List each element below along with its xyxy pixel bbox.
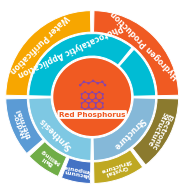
Circle shape	[88, 106, 90, 108]
Circle shape	[88, 106, 90, 108]
Wedge shape	[94, 11, 179, 96]
Circle shape	[95, 93, 97, 95]
Circle shape	[84, 108, 86, 110]
Circle shape	[88, 102, 90, 104]
Text: Crystal
Structure: Crystal Structure	[99, 158, 133, 178]
Circle shape	[102, 97, 104, 99]
Circle shape	[95, 106, 97, 108]
Circle shape	[96, 82, 99, 84]
Circle shape	[81, 97, 83, 99]
Wedge shape	[94, 150, 143, 184]
Circle shape	[88, 97, 90, 99]
Circle shape	[98, 91, 100, 93]
Circle shape	[92, 80, 94, 82]
Circle shape	[102, 102, 104, 104]
Wedge shape	[93, 98, 156, 160]
Wedge shape	[6, 98, 43, 153]
Circle shape	[98, 100, 100, 102]
Circle shape	[104, 84, 106, 86]
Text: Electronic
Structure: Electronic Structure	[145, 110, 173, 151]
Circle shape	[81, 106, 83, 108]
Circle shape	[88, 93, 90, 95]
Circle shape	[79, 84, 81, 86]
Text: Red Phosphorus: Red Phosphorus	[59, 112, 125, 118]
Circle shape	[87, 82, 90, 84]
Circle shape	[95, 106, 97, 108]
Circle shape	[98, 108, 100, 110]
Text: Photocatalytic Application: Photocatalytic Application	[17, 22, 124, 79]
Wedge shape	[29, 142, 67, 177]
Circle shape	[81, 93, 83, 95]
Circle shape	[91, 99, 93, 101]
Circle shape	[83, 81, 85, 83]
Circle shape	[53, 57, 132, 137]
Circle shape	[81, 102, 83, 104]
Text: Synthesis: Synthesis	[38, 115, 74, 151]
Circle shape	[91, 108, 93, 110]
Circle shape	[91, 91, 93, 93]
Circle shape	[84, 99, 86, 101]
Text: Structure: Structure	[111, 116, 146, 151]
Circle shape	[84, 100, 86, 102]
Circle shape	[102, 93, 104, 95]
Text: Hydrogen Production: Hydrogen Production	[109, 8, 181, 80]
Circle shape	[95, 102, 97, 104]
Wedge shape	[119, 49, 156, 96]
Wedge shape	[6, 11, 91, 96]
Circle shape	[98, 99, 100, 101]
Wedge shape	[29, 98, 91, 160]
Wedge shape	[132, 98, 179, 165]
Circle shape	[102, 106, 104, 108]
Circle shape	[101, 81, 104, 83]
Circle shape	[95, 97, 97, 99]
Text: Vacuum
Ampoule: Vacuum Ampoule	[62, 163, 94, 178]
Circle shape	[84, 91, 86, 93]
Circle shape	[88, 93, 90, 95]
Circle shape	[88, 97, 90, 99]
Text: Water Purification: Water Purification	[8, 13, 70, 75]
Wedge shape	[61, 158, 91, 184]
Circle shape	[95, 97, 97, 99]
Circle shape	[91, 100, 93, 102]
Circle shape	[95, 93, 97, 95]
Circle shape	[95, 102, 97, 104]
Wedge shape	[29, 34, 132, 96]
Text: Hydro-
thermal: Hydro- thermal	[11, 107, 33, 141]
Text: Ball
Milling: Ball Milling	[37, 148, 61, 169]
Circle shape	[88, 102, 90, 104]
